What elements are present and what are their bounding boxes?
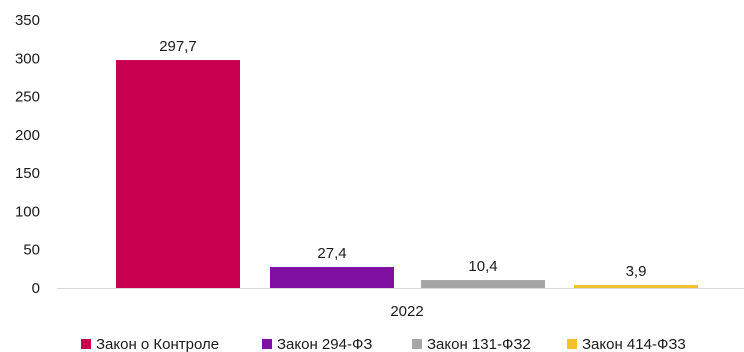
y-tick-label: 350 <box>15 12 40 29</box>
data-label: 27,4 <box>317 245 346 262</box>
data-label: 10,4 <box>468 258 497 275</box>
bars <box>116 60 698 288</box>
y-tick-label: 200 <box>15 127 40 144</box>
y-tick-label: 100 <box>15 203 40 220</box>
y-tick-label: 300 <box>15 50 40 67</box>
data-label: 3,9 <box>626 263 647 280</box>
legend-swatch <box>81 339 91 349</box>
y-tick-label: 0 <box>32 280 40 297</box>
y-tick-label: 150 <box>15 165 40 182</box>
bar <box>574 285 698 288</box>
category-label: 2022 <box>390 303 423 320</box>
bar <box>421 280 545 288</box>
y-axis: 0 50 100 150 200 250 300 350 <box>15 12 40 297</box>
bar <box>116 60 240 288</box>
legend: Закон о Контроле Закон 294-ФЗ Закон 131-ФЗ… <box>81 336 686 352</box>
legend-label: Закон 414-ФЗ3 <box>582 336 686 352</box>
legend-swatch <box>262 339 272 349</box>
legend-label: Закон 294-ФЗ <box>277 336 372 352</box>
data-labels: 297,7 27,4 10,4 3,9 <box>159 38 646 280</box>
data-label: 297,7 <box>159 38 197 55</box>
legend-label: Закон 131-ФЗ2 <box>427 336 531 352</box>
legend-label: Закон о Контроле <box>96 336 219 352</box>
y-tick-label: 50 <box>23 242 40 259</box>
legend-swatch <box>412 339 422 349</box>
bar <box>270 267 394 288</box>
legend-swatch <box>567 339 577 349</box>
y-tick-label: 250 <box>15 89 40 106</box>
